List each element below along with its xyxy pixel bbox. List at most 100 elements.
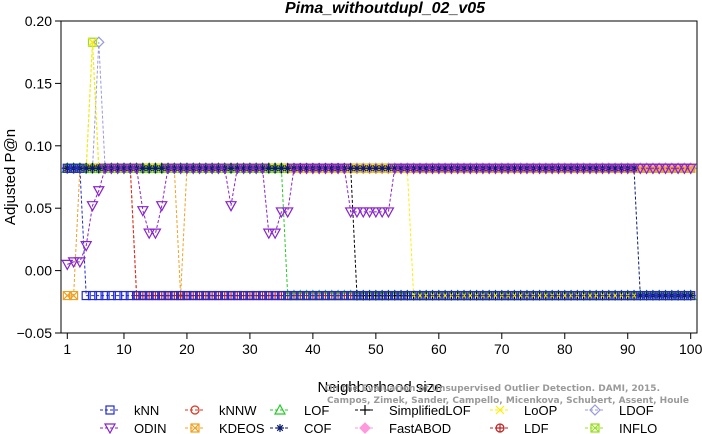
data-point <box>100 290 110 301</box>
data-point <box>558 163 571 175</box>
data-point <box>352 164 361 173</box>
series-line <box>67 167 691 297</box>
data-point <box>590 163 603 175</box>
data-point <box>257 290 268 301</box>
x-tick-label: 70 <box>494 341 510 357</box>
chart-title: Pima_withoutdupl_02_v05 <box>285 0 486 17</box>
data-point <box>585 290 595 301</box>
data-point <box>187 163 200 175</box>
x-axis: 1 10 20 30 40 50 60 70 80 90 100 <box>63 333 702 357</box>
data-point <box>660 290 671 301</box>
data-point <box>277 164 286 173</box>
data-point <box>659 163 672 175</box>
data-point <box>333 290 343 301</box>
data-point <box>61 259 74 271</box>
data-point <box>441 164 450 173</box>
data-point <box>571 163 584 175</box>
data-point <box>491 164 500 173</box>
x-tick-label: 20 <box>179 341 195 357</box>
data-point <box>92 36 105 49</box>
data-point <box>295 290 305 301</box>
data-point <box>451 163 464 175</box>
data-point <box>190 423 200 433</box>
data-point <box>415 164 424 173</box>
data-point <box>377 290 387 301</box>
data-point <box>296 164 305 173</box>
data-point <box>508 163 521 175</box>
data-point <box>665 163 678 175</box>
data-point <box>648 290 658 301</box>
data-point <box>629 290 639 301</box>
legend-item-knn: kNN <box>100 403 159 418</box>
data-point <box>150 290 161 301</box>
data-point <box>684 163 697 175</box>
data-point <box>94 164 103 173</box>
data-point <box>485 164 494 173</box>
data-point <box>105 405 115 415</box>
data-point <box>201 164 210 173</box>
data-point <box>522 290 532 301</box>
data-point <box>113 164 122 173</box>
data-point <box>271 164 280 173</box>
data-point <box>432 163 445 175</box>
data-point <box>466 164 475 173</box>
data-point <box>409 290 419 301</box>
legend-label: INFLO <box>619 421 657 434</box>
data-point <box>661 291 670 300</box>
legend-item-inflo: INFLO <box>585 421 657 434</box>
data-point <box>136 206 149 217</box>
series-lof <box>61 162 697 301</box>
data-point <box>427 290 438 301</box>
data-point <box>384 164 393 173</box>
data-point <box>117 163 130 175</box>
data-point <box>212 163 225 175</box>
data-point <box>679 290 690 301</box>
data-point <box>382 207 395 219</box>
x-tick-label: 100 <box>679 341 702 357</box>
legend-item-knnw: kNNW <box>185 403 257 418</box>
data-point <box>188 290 198 301</box>
data-point <box>579 290 589 301</box>
data-point <box>99 163 112 175</box>
data-point <box>604 290 614 301</box>
data-point <box>520 163 533 175</box>
data-point <box>106 290 116 301</box>
data-point <box>434 290 444 301</box>
data-point <box>319 163 332 175</box>
data-point <box>453 290 463 301</box>
data-point <box>301 290 312 301</box>
data-point <box>470 163 483 175</box>
data-point <box>401 163 414 175</box>
data-point <box>256 163 269 175</box>
data-point <box>119 164 128 173</box>
data-point <box>68 290 79 301</box>
data-point <box>243 163 256 175</box>
data-point <box>67 257 80 269</box>
data-point <box>390 290 400 301</box>
data-point <box>138 290 148 301</box>
legend-item-lof: LOF <box>270 403 329 418</box>
data-point <box>157 164 166 173</box>
data-point <box>264 290 274 301</box>
data-point <box>68 163 79 173</box>
series-knnw <box>62 163 696 301</box>
data-point <box>163 290 173 301</box>
data-point <box>207 290 217 301</box>
data-point <box>686 291 695 300</box>
data-point <box>514 163 527 175</box>
y-tick-label: −0.05 <box>17 325 53 341</box>
data-point <box>646 163 659 175</box>
data-point <box>439 163 452 175</box>
data-point <box>642 290 652 301</box>
data-point <box>270 290 280 301</box>
legend-label: LOF <box>304 403 329 418</box>
plot-frame <box>60 20 698 334</box>
series-simplifiedlof <box>62 163 696 301</box>
data-point <box>583 163 596 175</box>
series-line <box>67 167 691 297</box>
data-point <box>119 290 129 301</box>
data-point <box>206 163 219 175</box>
data-point <box>596 163 609 175</box>
data-point <box>636 291 645 300</box>
